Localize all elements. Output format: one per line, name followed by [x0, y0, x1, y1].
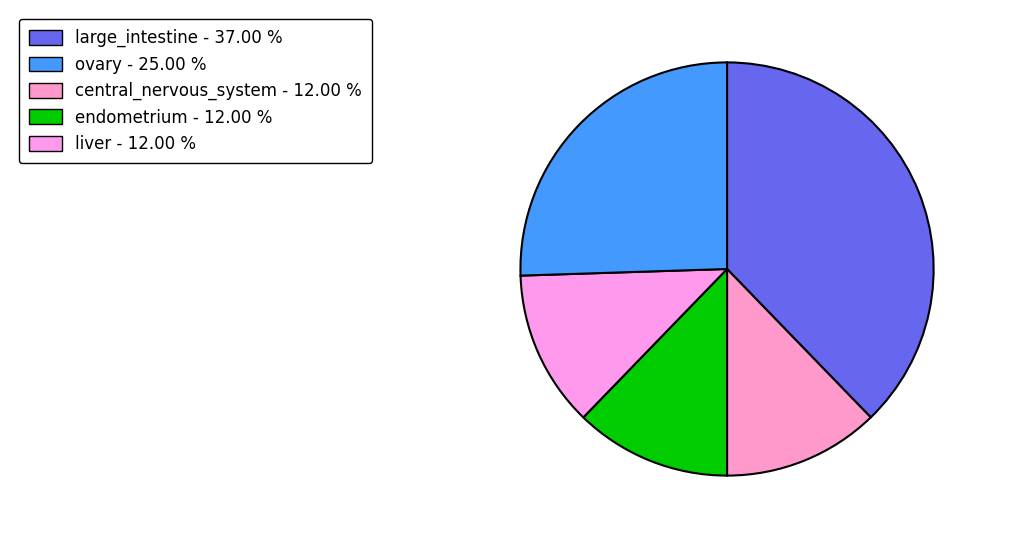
Wedge shape	[727, 62, 934, 417]
Wedge shape	[520, 62, 727, 275]
Wedge shape	[520, 269, 727, 417]
Wedge shape	[727, 269, 870, 476]
Wedge shape	[584, 269, 727, 476]
Legend: large_intestine - 37.00 %, ovary - 25.00 %, central_nervous_system - 12.00 %, en: large_intestine - 37.00 %, ovary - 25.00…	[18, 19, 372, 163]
